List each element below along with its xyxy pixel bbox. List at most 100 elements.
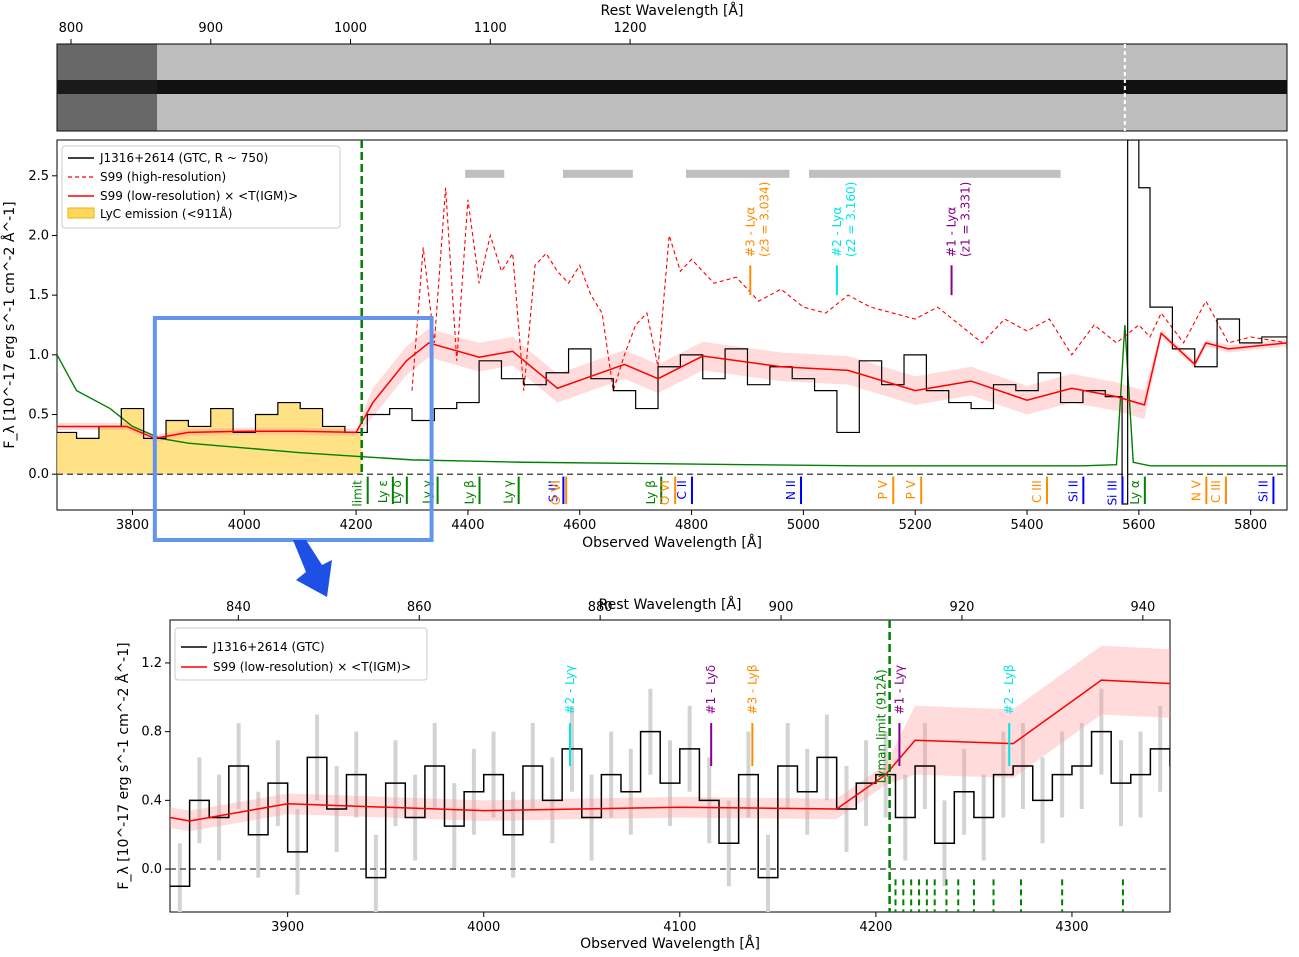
x-tick-label-7: 5200	[899, 518, 932, 533]
y-tick-label-1: 0.5	[28, 408, 49, 423]
line-id-label-8: Ly β	[644, 480, 658, 504]
zoom-marker-label-2: #3 - Lyβ	[745, 664, 759, 714]
lya-label-3: #1 - Lyα	[945, 207, 959, 257]
zoom-y-tick-label-0: 0.0	[141, 862, 162, 877]
line-id-label-2: Ly δ	[390, 480, 404, 504]
zoom-x-tick-label-4: 4300	[1055, 920, 1088, 935]
line-id-label-11: N II	[784, 480, 798, 500]
zoom-top-axis-label: Rest Wavelength [Å]	[599, 596, 742, 613]
grey-bar-3	[808, 169, 1061, 178]
zoom-x-tick-label-1: 4000	[467, 920, 500, 935]
zoom-top-tick-label-5: 940	[1130, 600, 1155, 615]
s99-low-band	[57, 328, 1287, 442]
lya-sublabel-1: (z3 = 3.034)	[757, 182, 771, 257]
line-id-label-18: N V	[1189, 479, 1203, 501]
line-id-label-10: C II	[675, 480, 689, 499]
zoom-marker-label-1: #1 - Lyδ	[704, 665, 718, 715]
line-id-label-20: Si II	[1256, 480, 1270, 502]
zoom-s99-band	[170, 645, 1170, 832]
legend-box	[61, 145, 341, 229]
line-id-label-5: Ly γ	[502, 480, 516, 504]
zoom-x-axis-label: Observed Wavelength [Å]	[580, 935, 760, 952]
x-tick-label-1: 4000	[228, 518, 261, 533]
line-id-label-14: C III	[1030, 480, 1044, 503]
zoom-y-tick-label-2: 0.8	[141, 725, 162, 740]
lya-label-1: #3 - Lyα	[743, 207, 757, 257]
x-tick-label-9: 5600	[1122, 518, 1155, 533]
line-id-label-13: P V	[904, 479, 918, 499]
zoom-top-tick-label-0: 840	[226, 600, 251, 615]
x-tick-label-4: 4600	[563, 518, 596, 533]
line-id-label-15: Si II	[1066, 480, 1080, 502]
x-tick-label-0: 3800	[116, 518, 149, 533]
x-tick-label-3: 4400	[451, 518, 484, 533]
spectrum-2d-panel: Rest Wavelength [Å] 800 900 1000 1100 1200	[56, 2, 1288, 132]
zoom-x-tick-label-2: 4100	[663, 920, 696, 935]
legend-full: J1316+2614 (GTC, R ~ 750) S99 (high-reso…	[61, 145, 341, 229]
spectrum-2d-noise-region	[57, 44, 157, 131]
grey-bar-0	[465, 169, 505, 178]
observed-spectrum-line	[57, 140, 1287, 505]
zoom-top-tick-label-2: 880	[588, 600, 613, 615]
x-tick-label-6: 5000	[787, 518, 820, 533]
top-axis-label: Rest Wavelength [Å]	[601, 2, 744, 19]
grey-bar-2	[685, 169, 790, 178]
zoom-observed-line	[170, 730, 1170, 887]
zoom-x-tick-label-3: 4200	[859, 920, 892, 935]
y-tick-label-4: 2.0	[28, 228, 49, 243]
zoom-x-tick-label-0: 3900	[271, 920, 304, 935]
line-id-label-17: Ly α	[1128, 480, 1142, 505]
legend-label-s99-low: S99 (low-resolution) × <T(IGM)>	[100, 189, 298, 203]
s99-high-res-line	[411, 187, 1287, 391]
zoom-legend-label-gtc: J1316+2614 (GTC)	[212, 640, 325, 654]
zoom-arrow	[293, 540, 332, 597]
zoom-y-axis-label: F_λ [10^-17 erg s^-1 cm^-2 Å^-1]	[115, 642, 132, 889]
line-id-label-4: Ly β	[463, 480, 477, 504]
y-tick-label-5: 2.5	[28, 169, 49, 184]
top-tick-label-2: 1000	[334, 21, 367, 36]
legend-label-lyc: LyC emission (<911Å)	[100, 206, 232, 221]
top-tick-label-1: 900	[198, 21, 223, 36]
spectrum-2d-trace	[57, 80, 1287, 94]
x-tick-label-2: 4200	[340, 518, 373, 533]
zoom-marker-label-3: #1 - Lyγ	[892, 665, 906, 714]
line-id-label-0: Ly limit	[351, 480, 365, 523]
zoom-top-tick-label-3: 900	[769, 600, 794, 615]
legend-swatch-yellow	[67, 207, 95, 219]
legend-zoom: J1316+2614 (GTC) S99 (low-resolution) × …	[174, 627, 428, 681]
line-id-label-9: O VI	[658, 480, 672, 505]
y-tick-label-2: 1.0	[28, 348, 49, 363]
y-axis-label: F_λ [10^-17 erg s^-1 cm^-2 Å^-1]	[1, 201, 18, 448]
zoom-y-tick-label-1: 0.4	[141, 793, 162, 808]
line-id-label-12: P V	[876, 479, 890, 499]
zoom-plot: Lyman limit (912Å) #2 - Lyγ #1 - Lyδ #3 - L…	[141, 600, 1170, 935]
x-tick-label-10: 5800	[1234, 518, 1267, 533]
zoom-plot-area	[170, 620, 1170, 912]
lyc-emission-fill	[57, 402, 362, 475]
top-tick-label-3: 1100	[474, 21, 507, 36]
zoom-legend-box	[174, 627, 428, 681]
zoom-marker-label-0: #2 - Lyγ	[563, 665, 577, 714]
line-id-label-16: Si III	[1105, 480, 1119, 505]
line-id-label-7: O VI	[549, 480, 563, 505]
s99-low-res-line	[57, 331, 1287, 440]
zoom-panel: Rest Wavelength [Å] Lyman limit (912Å) #2…	[115, 596, 1171, 952]
top-tick-label-0: 800	[59, 21, 84, 36]
grey-bar-1	[562, 169, 633, 178]
lya-sublabel-2: (z2 = 3.160)	[844, 182, 858, 257]
x-tick-label-8: 5400	[1010, 518, 1043, 533]
zoom-top-tick-label-1: 860	[407, 600, 432, 615]
legend-label-s99-high: S99 (high-resolution)	[100, 170, 226, 184]
zoom-top-tick-label-4: 920	[950, 600, 975, 615]
y-tick-label-3: 1.5	[28, 288, 49, 303]
top-tick-label-4: 1200	[614, 21, 647, 36]
y-tick-label-0: 0.0	[28, 467, 49, 482]
lya-sublabel-3: (z1 = 3.331)	[959, 182, 973, 257]
line-id-label-19: C III	[1209, 480, 1223, 503]
zoom-legend-label-s99: S99 (low-resolution) × <T(IGM)>	[213, 660, 411, 674]
line-id-label-6: S III	[546, 480, 560, 502]
